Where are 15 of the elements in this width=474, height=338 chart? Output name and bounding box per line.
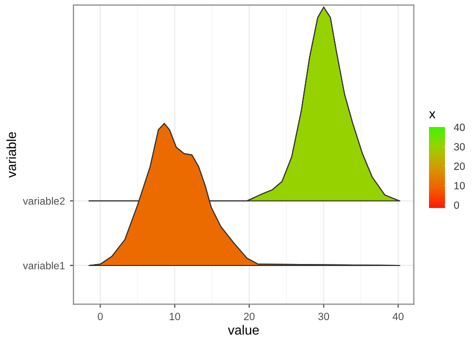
x-tick-label: 40 [392, 312, 404, 320]
text: variable2 [22, 197, 65, 205]
y-axis-title: variable [6, 132, 16, 178]
x-tick-label: 30 [318, 312, 330, 320]
color-bar-label: 30 [454, 143, 465, 150]
color-bar-label: 10 [454, 182, 465, 190]
text: variable1 [22, 262, 65, 270]
x-tick-label: 0 [98, 312, 103, 320]
color-bar-title: x [429, 111, 436, 118]
x-tick-label: 10 [170, 312, 180, 320]
color-bar-label: 0 [454, 201, 460, 209]
x-axis-title: value [228, 325, 259, 335]
color-bar-label: 40 [454, 124, 465, 132]
x-tick-label: 20 [244, 312, 255, 320]
color-bar-label: 20 [454, 162, 465, 170]
